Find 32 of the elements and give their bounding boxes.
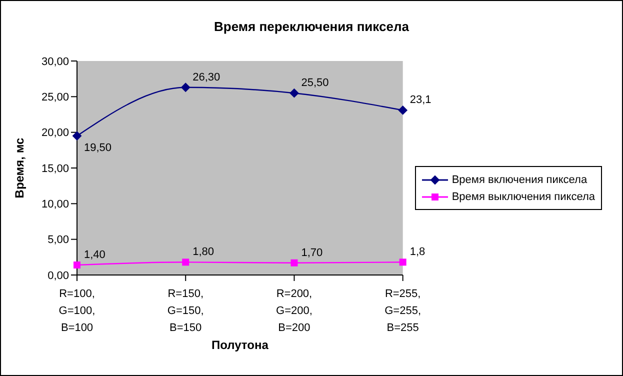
data-label: 1,8: [410, 246, 426, 258]
data-label: 1,70: [301, 246, 323, 259]
point: [290, 88, 299, 98]
point: [181, 82, 190, 92]
data-label: 25,50: [301, 77, 329, 90]
legend-label: Время включения пиксела: [450, 172, 588, 188]
y-tick-label: 20,00: [41, 127, 69, 140]
data-label: 1,80: [192, 246, 214, 258]
x-tick-label: R=200, G=200, B=200: [276, 288, 312, 334]
x-tick-label: R=100, G=100, B=100: [58, 288, 96, 334]
point: [74, 262, 80, 269]
chart-title: Время переключения пиксела: [213, 19, 410, 34]
y-tick-label: 15,00: [41, 162, 69, 175]
y-tick-label: 30,00: [41, 56, 69, 68]
point: [182, 258, 190, 266]
x-tick-label: R=255, G=255, B=255: [384, 288, 422, 334]
y-tick-label: 25,00: [41, 92, 69, 104]
y-tick-label: 5,00: [48, 234, 69, 246]
y-tick-label: 0,00: [48, 270, 69, 282]
data-label: 23,1: [410, 94, 432, 106]
point: [399, 258, 406, 266]
y-tick-label: 10,00: [41, 198, 69, 211]
legend-label: Время выключения пиксела: [450, 190, 595, 204]
y-axis-title: Время, мс: [12, 137, 26, 198]
point: [290, 259, 298, 266]
data-label: 19,50: [84, 142, 112, 154]
x-tick-label: R=150, G=150, B=150: [167, 288, 204, 334]
data-label: 1,40: [84, 249, 106, 262]
x-axis-title: Полутона: [211, 338, 269, 352]
data-label: 26,30: [192, 71, 220, 84]
point: [398, 106, 408, 115]
point: [72, 131, 82, 140]
